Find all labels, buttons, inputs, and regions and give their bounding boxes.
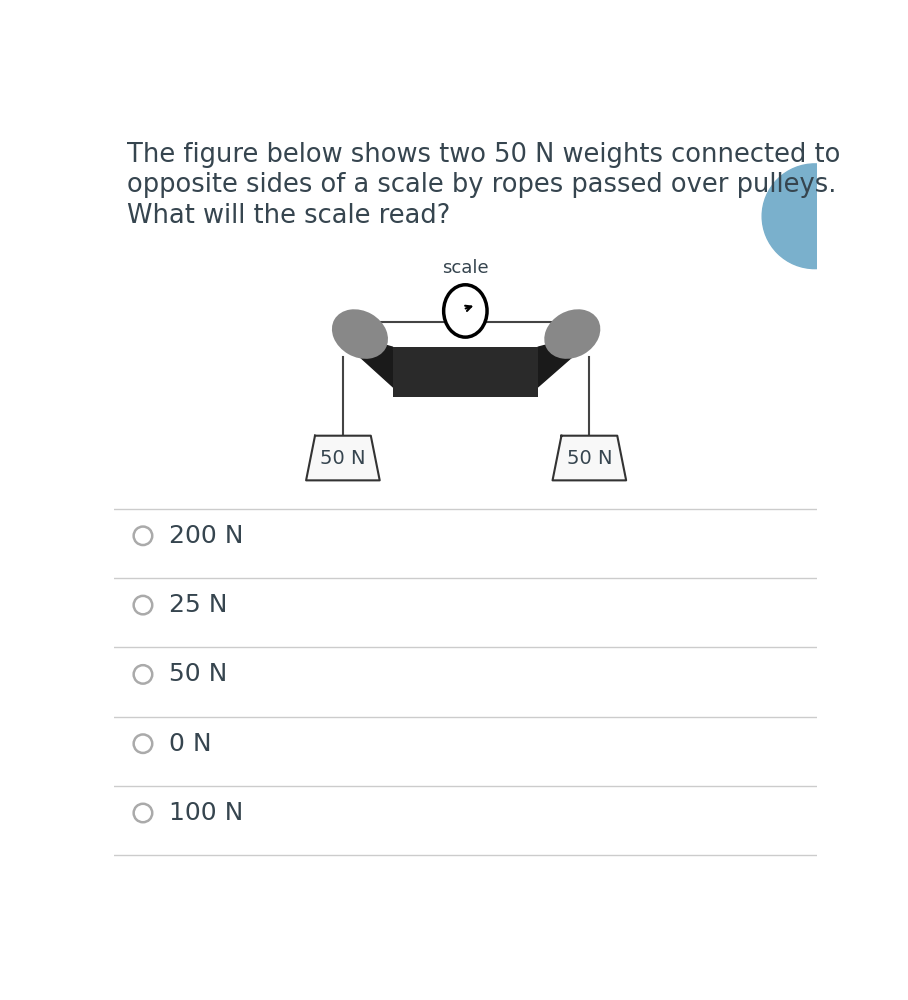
Ellipse shape bbox=[544, 309, 600, 359]
Polygon shape bbox=[553, 436, 627, 480]
Polygon shape bbox=[356, 340, 400, 393]
Circle shape bbox=[762, 164, 867, 269]
Text: The figure below shows two 50 N weights connected to: The figure below shows two 50 N weights … bbox=[127, 142, 841, 168]
Text: 25 N: 25 N bbox=[169, 593, 228, 617]
Text: What will the scale read?: What will the scale read? bbox=[127, 203, 450, 229]
Text: scale: scale bbox=[442, 259, 489, 277]
Circle shape bbox=[133, 527, 153, 545]
Text: 200 N: 200 N bbox=[169, 524, 244, 548]
Circle shape bbox=[133, 596, 153, 614]
Text: 0 N: 0 N bbox=[169, 732, 212, 756]
Polygon shape bbox=[306, 436, 380, 480]
Ellipse shape bbox=[444, 285, 487, 337]
Circle shape bbox=[133, 734, 153, 753]
FancyBboxPatch shape bbox=[392, 347, 538, 397]
Text: 50 N: 50 N bbox=[567, 449, 612, 468]
Ellipse shape bbox=[332, 309, 388, 359]
Text: 100 N: 100 N bbox=[169, 801, 243, 825]
Text: opposite sides of a scale by ropes passed over pulleys.: opposite sides of a scale by ropes passe… bbox=[127, 172, 837, 198]
Polygon shape bbox=[530, 340, 577, 393]
Circle shape bbox=[133, 804, 153, 822]
Text: 50 N: 50 N bbox=[321, 449, 366, 468]
Text: 50 N: 50 N bbox=[169, 662, 228, 686]
Circle shape bbox=[133, 665, 153, 684]
